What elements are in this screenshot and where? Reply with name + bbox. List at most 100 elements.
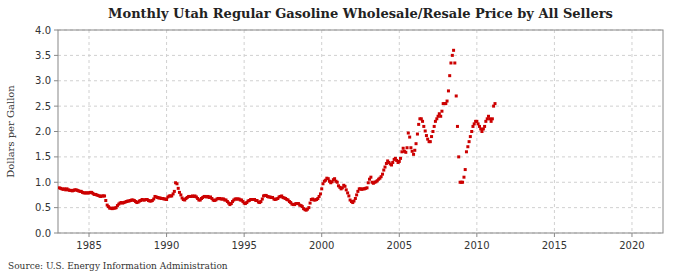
tick-y xyxy=(54,131,58,132)
point xyxy=(354,197,357,200)
point xyxy=(320,187,323,190)
grid-line-y xyxy=(58,182,663,183)
tick-label-y: 0.0 xyxy=(35,228,51,239)
point xyxy=(431,130,434,133)
tick-x xyxy=(631,233,632,237)
point xyxy=(493,102,496,105)
point xyxy=(382,169,385,172)
tick-y xyxy=(54,80,58,81)
point xyxy=(416,133,419,136)
point xyxy=(470,130,473,133)
tick-label-y: 0.5 xyxy=(35,202,51,213)
point xyxy=(367,181,370,184)
point xyxy=(439,115,442,118)
grid-line-x xyxy=(321,30,322,233)
tick-y xyxy=(54,182,58,183)
source-note: Source: U.S. Energy Information Administ… xyxy=(8,261,228,271)
point xyxy=(446,100,449,103)
tick-label-y: 1.0 xyxy=(35,177,51,188)
tick-x xyxy=(89,233,90,237)
tick-label-x: 2005 xyxy=(387,240,412,251)
chart: 0.00.51.01.52.02.53.03.54.01985199019952… xyxy=(0,0,675,275)
point xyxy=(319,192,322,195)
tick-y xyxy=(54,30,58,31)
point xyxy=(448,74,451,77)
tick-x xyxy=(554,233,555,237)
tick-y xyxy=(54,106,58,107)
tick-label-x: 2015 xyxy=(542,240,567,251)
point xyxy=(399,157,402,160)
tick-label-y: 4.0 xyxy=(35,25,51,36)
point xyxy=(452,49,455,52)
grid-line-x xyxy=(631,30,632,233)
point xyxy=(307,206,310,209)
point xyxy=(440,110,443,113)
point xyxy=(415,142,418,145)
tick-label-x: 1990 xyxy=(154,240,179,251)
point xyxy=(347,194,350,197)
tick-label-x: 1985 xyxy=(76,240,101,251)
grid-line-x xyxy=(399,30,400,233)
point xyxy=(465,150,468,153)
point xyxy=(491,117,494,120)
grid-line-x xyxy=(554,30,555,233)
point xyxy=(449,61,452,64)
grid-line-y xyxy=(58,55,663,56)
point xyxy=(404,151,407,154)
points xyxy=(58,49,496,212)
point xyxy=(407,132,410,135)
point xyxy=(261,197,264,200)
point xyxy=(412,153,415,156)
point xyxy=(466,145,469,148)
tick-label-y: 1.5 xyxy=(35,151,51,162)
tick-y xyxy=(54,55,58,56)
tick-y xyxy=(54,207,58,208)
tick-label-y: 2.5 xyxy=(35,101,51,112)
grid-line-x xyxy=(89,30,90,233)
tick-label-y: 3.5 xyxy=(35,50,51,61)
point xyxy=(173,190,176,193)
point xyxy=(398,160,401,163)
tick-label-x: 2020 xyxy=(619,240,644,251)
point xyxy=(483,125,486,128)
point xyxy=(345,188,348,191)
point xyxy=(103,194,106,197)
tick-y xyxy=(54,233,58,234)
point xyxy=(355,193,358,196)
plot-frame xyxy=(58,30,663,233)
axes: 0.00.51.01.52.02.53.03.54.01985199019952… xyxy=(35,25,645,252)
point xyxy=(455,94,458,97)
tick-label-x: 2010 xyxy=(464,240,489,251)
point xyxy=(462,176,465,179)
tick-label-x: 1995 xyxy=(231,240,256,251)
grid xyxy=(58,30,663,233)
point xyxy=(406,146,409,149)
grid-line-x xyxy=(476,30,477,233)
tick-label-y: 3.0 xyxy=(35,75,51,86)
point xyxy=(402,147,405,150)
point xyxy=(424,129,427,132)
tick-x xyxy=(321,233,322,237)
point xyxy=(469,135,472,138)
point xyxy=(417,123,420,126)
point xyxy=(343,185,346,188)
point xyxy=(433,125,436,128)
tick-x xyxy=(399,233,400,237)
point xyxy=(421,120,424,123)
title: Monthly Utah Regular Gasoline Wholesale/… xyxy=(108,6,613,21)
point xyxy=(309,202,312,205)
point xyxy=(346,191,349,194)
point xyxy=(369,176,372,179)
point xyxy=(457,155,460,158)
tick-x xyxy=(244,233,245,237)
point xyxy=(468,140,471,143)
point xyxy=(453,61,456,64)
point xyxy=(425,134,428,137)
point xyxy=(422,125,425,128)
grid-line-y xyxy=(58,156,663,157)
point xyxy=(366,186,369,189)
tick-x xyxy=(166,233,167,237)
grid-line-y xyxy=(58,80,663,81)
point xyxy=(430,135,433,138)
point xyxy=(384,166,387,169)
